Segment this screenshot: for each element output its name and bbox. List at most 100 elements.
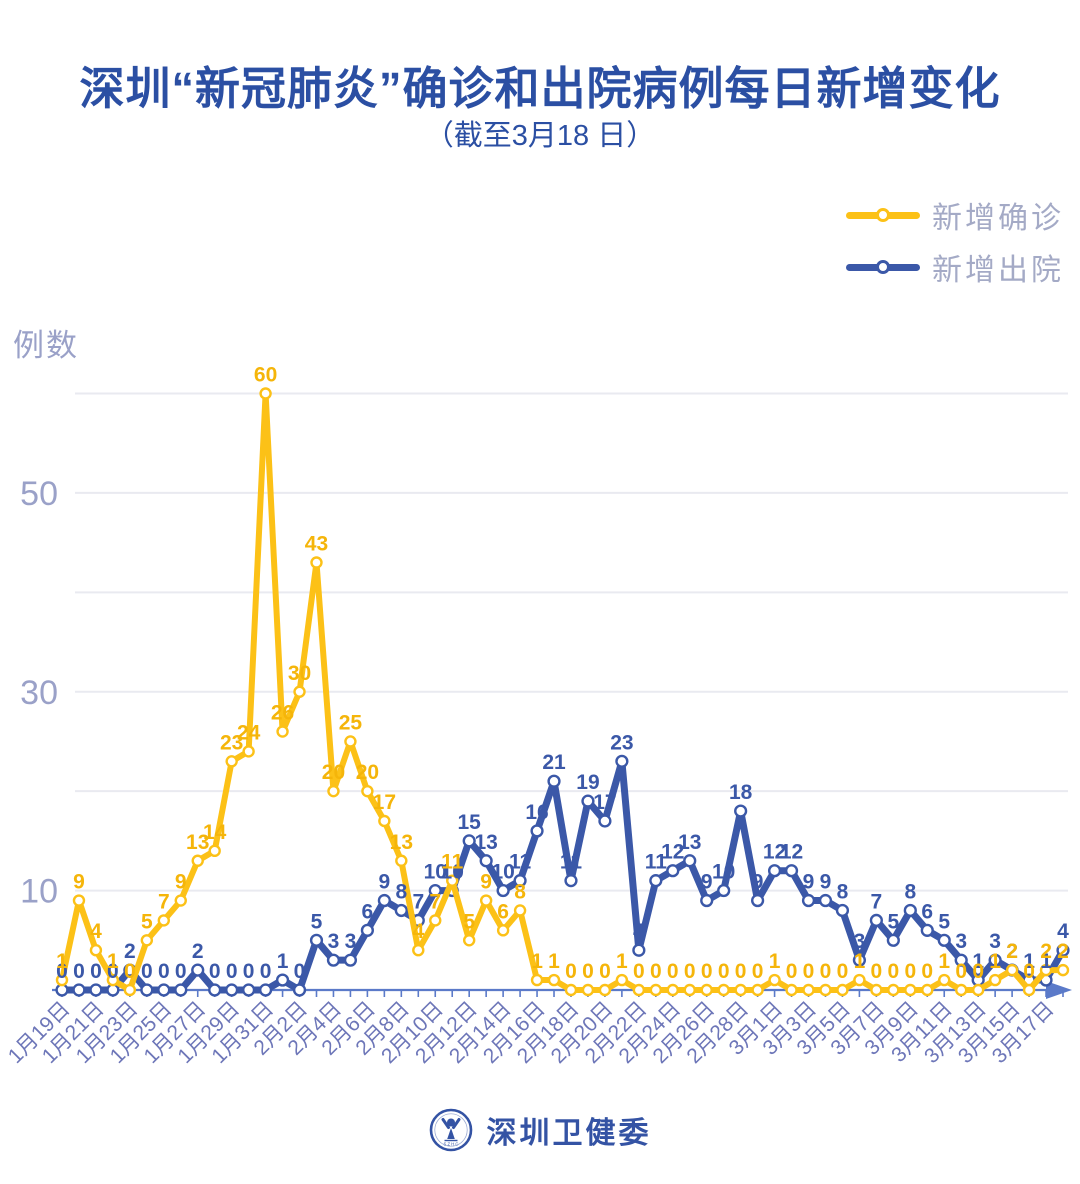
svg-text:19: 19 <box>576 771 599 794</box>
series-confirmed-point <box>547 973 561 987</box>
series-discharged-point <box>751 893 765 908</box>
series-discharged-point <box>157 983 171 997</box>
series-confirmed-point <box>785 983 798 997</box>
series-discharged-point <box>530 824 544 838</box>
svg-text:11: 11 <box>441 851 464 874</box>
svg-text:23: 23 <box>220 731 243 754</box>
svg-text:7: 7 <box>429 890 441 913</box>
svg-text:2: 2 <box>124 940 136 963</box>
svg-text:1: 1 <box>548 950 560 973</box>
series-confirmed-point <box>955 983 968 997</box>
svg-text:9: 9 <box>175 871 187 894</box>
series-confirmed-point <box>988 973 1002 987</box>
svg-text:2: 2 <box>1057 940 1069 963</box>
series-confirmed-point <box>853 973 866 987</box>
gridlines <box>75 392 1068 892</box>
series-confirmed-point <box>1022 983 1036 997</box>
svg-text:0: 0 <box>158 960 170 983</box>
series-confirmed-point <box>327 784 340 798</box>
series-discharged-point <box>343 953 358 967</box>
svg-text:9: 9 <box>480 871 492 894</box>
series-confirmed-point <box>768 973 781 987</box>
series-confirmed-point <box>734 983 747 997</box>
series-confirmed-point <box>293 685 306 698</box>
svg-text:8: 8 <box>395 880 407 903</box>
series-discharged-point <box>1056 943 1070 957</box>
svg-text:0: 0 <box>90 960 102 983</box>
svg-text:1: 1 <box>972 950 984 973</box>
discharged-line-swatch-icon <box>846 260 920 274</box>
series-discharged-point <box>428 883 442 898</box>
series-discharged-point <box>140 983 154 997</box>
legend-label-confirmed: 新增确诊 <box>932 202 1064 235</box>
svg-text:8: 8 <box>837 880 849 903</box>
svg-text:30: 30 <box>20 674 58 712</box>
svg-text:0: 0 <box>226 960 238 983</box>
svg-text:11: 11 <box>509 851 532 874</box>
svg-text:1: 1 <box>107 950 119 973</box>
footer: S Z H C 深圳卫健委 <box>0 1108 1080 1152</box>
series-confirmed-point <box>140 934 154 947</box>
labels-discharged: 0 0 0 020 0 020 0 0 0 1 053 369 8 7101015131011162111… <box>56 731 1069 983</box>
series-confirmed-point <box>208 844 221 858</box>
svg-text:4: 4 <box>412 920 424 943</box>
svg-text:20: 20 <box>356 761 379 784</box>
svg-text:4: 4 <box>633 920 645 943</box>
svg-text:5: 5 <box>463 910 475 933</box>
series-confirmed-point <box>513 904 527 917</box>
svg-text:8: 8 <box>514 880 526 903</box>
series-confirmed-point <box>496 924 510 937</box>
svg-text:0: 0 <box>921 960 933 983</box>
series-confirmed <box>55 387 1070 997</box>
svg-text:0: 0 <box>904 960 916 983</box>
series-confirmed-point <box>174 894 187 907</box>
series-discharged-point <box>649 874 663 888</box>
svg-text:0: 0 <box>718 960 730 983</box>
svg-text:9: 9 <box>752 871 764 894</box>
svg-text:10: 10 <box>441 861 464 884</box>
series-discharged-point <box>818 893 833 908</box>
svg-text:0: 0 <box>582 960 594 983</box>
series-discharged-point <box>496 883 510 898</box>
series-discharged-point <box>360 923 374 937</box>
svg-text:14: 14 <box>203 821 227 844</box>
svg-text:0: 0 <box>107 960 119 983</box>
series-confirmed-point <box>55 973 69 987</box>
series-confirmed-point <box>615 973 629 987</box>
series-confirmed-point <box>344 735 357 748</box>
svg-text:8: 8 <box>904 880 916 903</box>
series-confirmed-point <box>1039 963 1053 977</box>
series-discharged-point <box>394 903 408 918</box>
series-confirmed-point <box>259 387 272 400</box>
series-confirmed-point <box>971 983 985 997</box>
svg-text:12: 12 <box>661 841 684 864</box>
svg-text:24: 24 <box>237 721 261 744</box>
series-confirmed-point <box>276 725 289 738</box>
svg-text:0: 0 <box>972 960 984 983</box>
series-discharged-point <box>462 834 476 848</box>
svg-text:9: 9 <box>73 871 85 894</box>
svg-text:11: 11 <box>560 851 583 874</box>
series-confirmed-point <box>717 983 730 997</box>
series-confirmed-point <box>598 983 612 997</box>
svg-text:0: 0 <box>599 960 611 983</box>
series-discharged-point <box>801 893 816 908</box>
svg-text:13: 13 <box>474 831 497 854</box>
series-confirmed-point <box>361 784 374 798</box>
series-confirmed-point <box>870 983 883 997</box>
series-discharged-point <box>292 983 307 997</box>
series-confirmed-point <box>106 973 120 987</box>
svg-text:13: 13 <box>678 831 701 854</box>
series-discharged-point <box>632 943 646 957</box>
x-tick-labels: 1月19日1月21日1月23日1月25日1月27日1月29日1月31日2月2日2… <box>4 997 1059 1068</box>
svg-text:0: 0 <box>73 960 85 983</box>
series-confirmed-point <box>242 745 255 758</box>
svg-text:60: 60 <box>254 364 277 387</box>
svg-text:23: 23 <box>610 731 633 754</box>
svg-text:2: 2 <box>1006 940 1018 963</box>
series-discharged-point <box>564 874 578 888</box>
svg-text:1: 1 <box>769 950 781 973</box>
svg-text:0: 0 <box>650 960 662 983</box>
series-confirmed-point <box>157 914 170 927</box>
